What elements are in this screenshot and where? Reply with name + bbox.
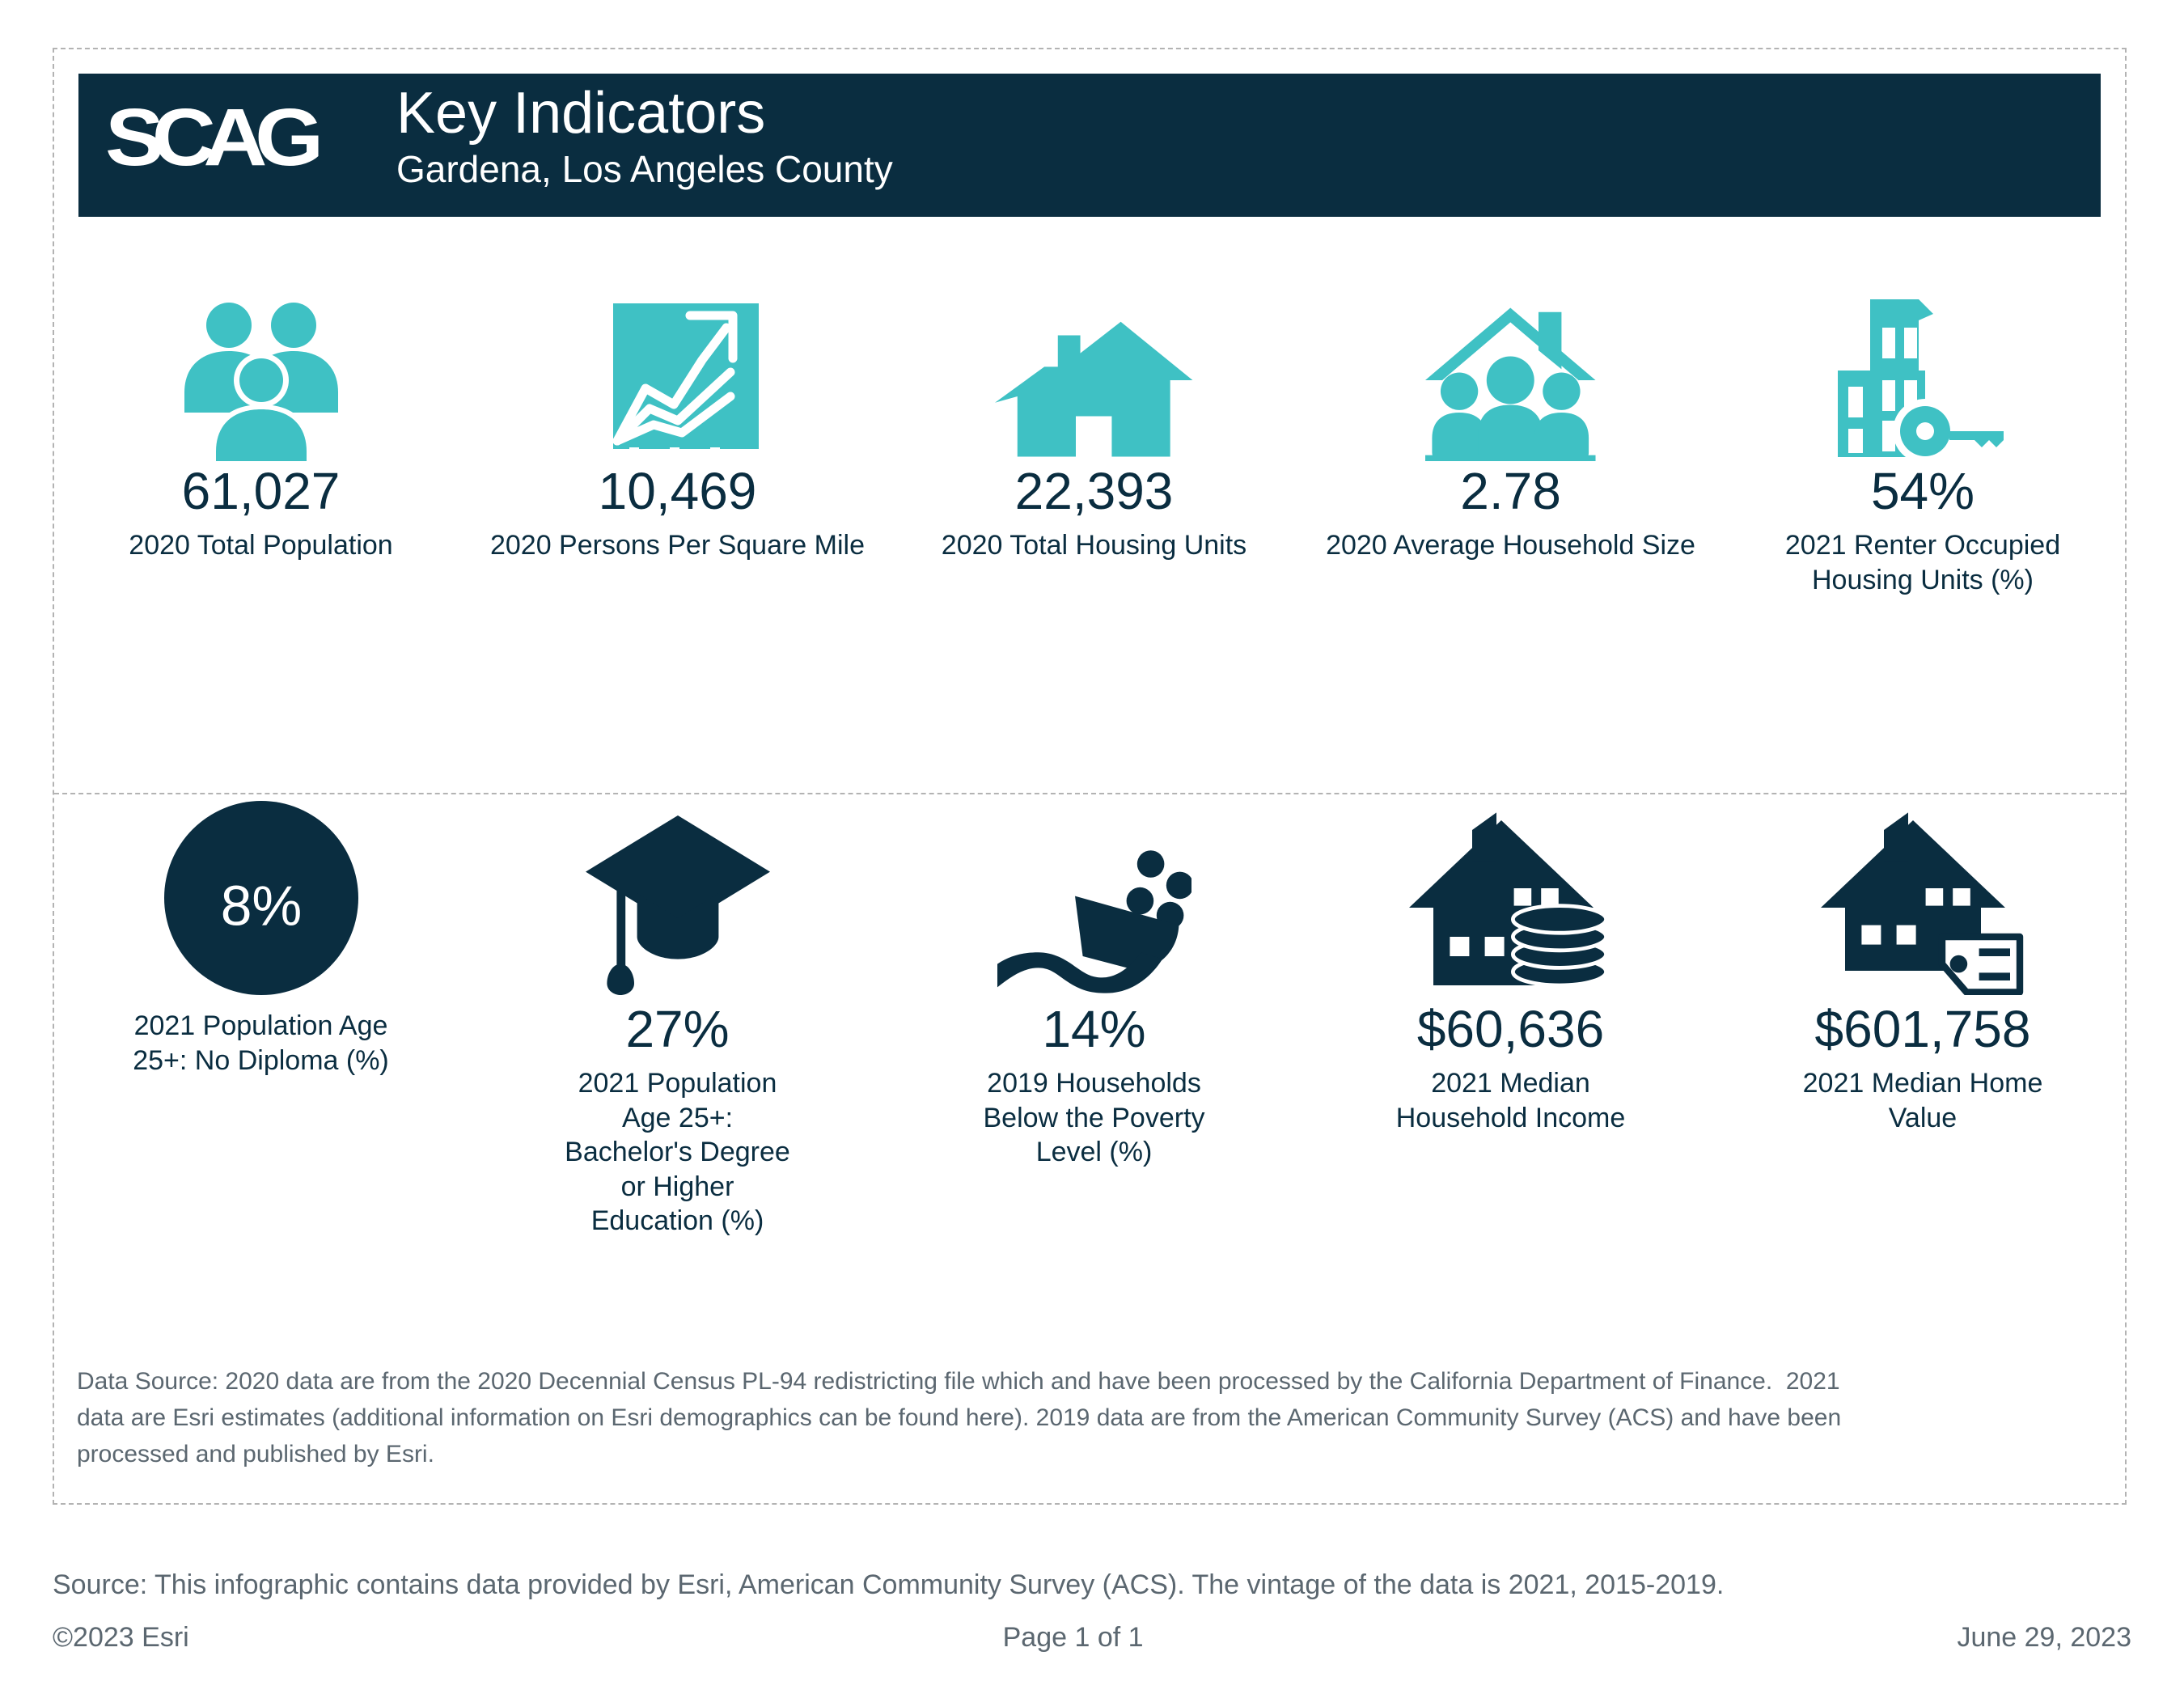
svg-text:SCAG: SCAG	[105, 92, 319, 183]
svg-text:8%: 8%	[220, 875, 302, 938]
